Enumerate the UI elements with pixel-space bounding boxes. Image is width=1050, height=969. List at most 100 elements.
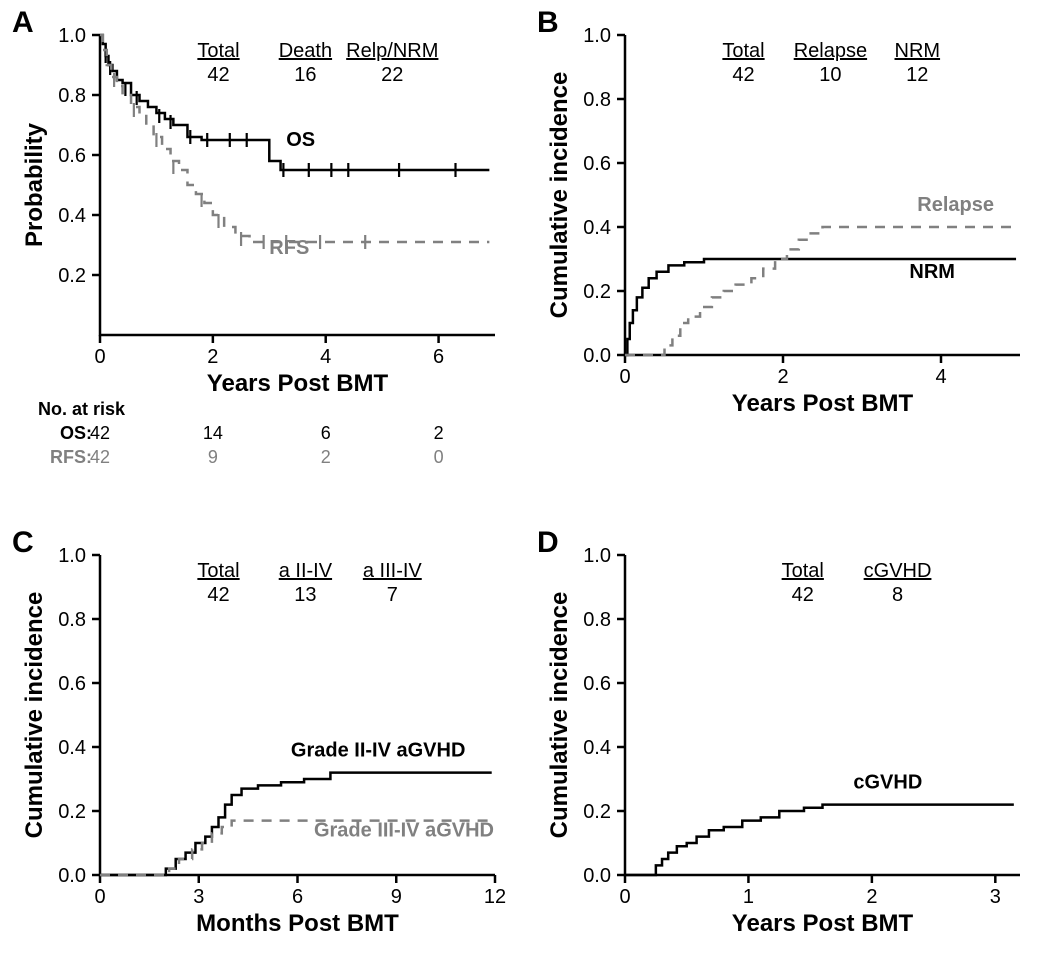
header-val: 42 — [207, 584, 229, 606]
y-axis-label: Cumulative incidence — [546, 592, 573, 839]
series-curve — [625, 805, 1014, 875]
panel-letter: C — [12, 526, 34, 559]
x-axis-label: Years Post BMT — [207, 370, 389, 397]
y-tick-label: 0.8 — [58, 85, 86, 107]
y-tick-label: 0.2 — [58, 801, 86, 823]
series-label: Relapse — [917, 194, 994, 216]
y-axis-label: Cumulative incidence — [546, 72, 573, 319]
y-tick-label: 1.0 — [583, 545, 611, 567]
series-label: cGVHD — [853, 772, 922, 794]
header-col: cGVHD — [864, 560, 932, 582]
header-val: 42 — [732, 64, 754, 86]
x-tick-label: 0 — [619, 366, 630, 388]
header-val: 13 — [294, 584, 316, 606]
series-label: Grade III-IV aGVHD — [314, 820, 494, 842]
x-tick-label: 0 — [94, 886, 105, 908]
y-tick-label: 0.6 — [58, 673, 86, 695]
header-col: Total — [722, 40, 764, 62]
x-tick-label: 12 — [484, 886, 506, 908]
x-axis-label: Years Post BMT — [732, 390, 914, 417]
series-label: RFS — [269, 237, 309, 259]
risk-row-label: OS: — [60, 423, 92, 443]
y-tick-label: 0.4 — [583, 217, 611, 239]
risk-value: 14 — [203, 423, 223, 443]
x-tick-label: 0 — [619, 886, 630, 908]
header-val: 22 — [381, 64, 403, 86]
axes — [625, 555, 1020, 875]
series-curve — [625, 227, 1016, 355]
y-tick-label: 1.0 — [58, 25, 86, 47]
x-tick-label: 3 — [990, 886, 1001, 908]
x-tick-label: 2 — [207, 346, 218, 368]
header-val: 42 — [792, 584, 814, 606]
y-tick-label: 0.6 — [583, 673, 611, 695]
x-tick-label: 4 — [935, 366, 946, 388]
panel-a: A 0 2 4 6 Years Post BMT 0.2 0.4 0.6 0.8 1.0 Probab… — [0, 0, 525, 505]
risk-value: 42 — [90, 447, 110, 467]
header-val: 7 — [387, 584, 398, 606]
y-axis-label: Cumulative incidence — [21, 592, 48, 839]
panel-d: D 0 1 2 3 Years Post BMT 0.0 0.2 0.4 0.6 0.8 1.0 Cum… — [525, 520, 1050, 965]
header-col: Relp/NRM — [346, 40, 438, 62]
panel-letter: B — [537, 6, 559, 39]
panel-c: C 0 3 6 9 12 Months Post BMT 0.0 0.2 0.4 0.6 0.8 1.0… — [0, 520, 525, 965]
y-tick-label: 0.2 — [58, 265, 86, 287]
y-tick-label: 1.0 — [583, 25, 611, 47]
figure: A 0 2 4 6 Years Post BMT 0.2 0.4 0.6 0.8 1.0 Probab… — [0, 0, 1050, 969]
risk-title: No. at risk — [38, 399, 126, 419]
y-tick-label: 0.0 — [583, 345, 611, 367]
y-tick-label: 0.0 — [58, 865, 86, 887]
x-tick-label: 4 — [320, 346, 331, 368]
y-tick-label: 0.8 — [583, 89, 611, 111]
series-curve — [625, 259, 1016, 355]
x-tick-label: 2 — [777, 366, 788, 388]
y-tick-label: 0.2 — [583, 281, 611, 303]
risk-value: 6 — [321, 423, 331, 443]
x-axis-label: Years Post BMT — [732, 910, 914, 937]
y-tick-label: 0.2 — [583, 801, 611, 823]
y-axis-label: Probability — [21, 122, 48, 247]
x-tick-label: 6 — [433, 346, 444, 368]
header-col: Total — [782, 560, 824, 582]
y-tick-label: 1.0 — [58, 545, 86, 567]
y-tick-label: 0.4 — [58, 205, 86, 227]
x-tick-label: 1 — [743, 886, 754, 908]
y-tick-label: 0.8 — [583, 609, 611, 631]
header-val: 12 — [906, 64, 928, 86]
risk-row-label: RFS: — [50, 447, 92, 467]
y-tick-label: 0.6 — [583, 153, 611, 175]
header-val: 16 — [294, 64, 316, 86]
y-tick-label: 0.6 — [58, 145, 86, 167]
risk-value: 9 — [208, 447, 218, 467]
header-val: 42 — [207, 64, 229, 86]
header-val: 10 — [819, 64, 841, 86]
y-tick-label: 0.0 — [583, 865, 611, 887]
y-tick-label: 0.4 — [583, 737, 611, 759]
x-tick-label: 3 — [193, 886, 204, 908]
header-col: NRM — [895, 40, 941, 62]
x-tick-label: 0 — [94, 346, 105, 368]
header-col: a III-IV — [363, 560, 423, 582]
y-tick-label: 0.8 — [58, 609, 86, 631]
series-label: OS — [286, 129, 315, 151]
series-label: Grade II-IV aGVHD — [291, 740, 466, 762]
panel-b: B 0 2 4 Years Post BMT 0.0 0.2 0.4 0.6 0.8 1.0 Cumu… — [525, 0, 1050, 445]
x-tick-label: 6 — [292, 886, 303, 908]
panel-letter: A — [12, 6, 34, 39]
y-tick-label: 0.4 — [58, 737, 86, 759]
header-col: Total — [197, 40, 239, 62]
risk-value: 2 — [434, 423, 444, 443]
x-tick-label: 2 — [866, 886, 877, 908]
risk-value: 0 — [434, 447, 444, 467]
risk-value: 42 — [90, 423, 110, 443]
x-axis-label: Months Post BMT — [196, 910, 399, 937]
header-col: Death — [279, 40, 332, 62]
header-col: Total — [197, 560, 239, 582]
header-col: a II-IV — [279, 560, 333, 582]
header-col: Relapse — [794, 40, 867, 62]
series-label: NRM — [909, 261, 955, 283]
header-val: 8 — [892, 584, 903, 606]
risk-value: 2 — [321, 447, 331, 467]
panel-letter: D — [537, 526, 559, 559]
x-tick-label: 9 — [391, 886, 402, 908]
